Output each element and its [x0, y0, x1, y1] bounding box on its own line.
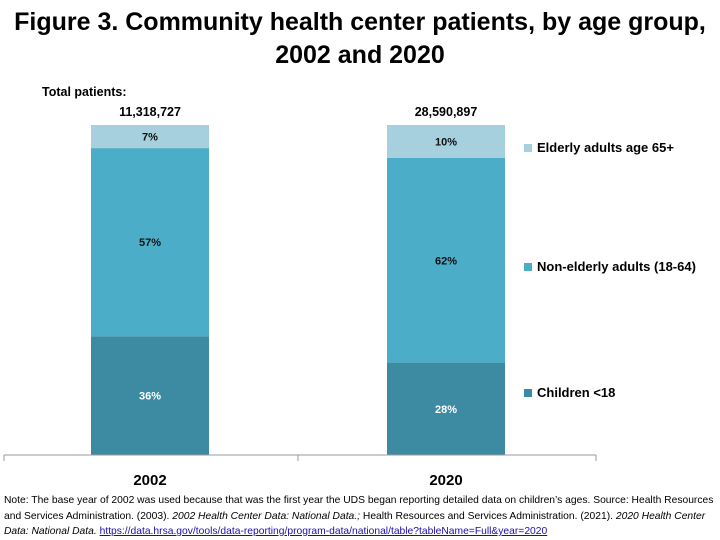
bar-segment-2020-children: [387, 362, 505, 455]
total-patients-value: 28,590,897: [415, 105, 478, 119]
chart-title-line2: 2002 and 2020: [275, 41, 445, 69]
data-label: 57%: [139, 237, 161, 249]
note-citation-2002: 2002 Health Center Data: National Data.;: [172, 510, 361, 522]
data-label: 7%: [142, 132, 158, 144]
chart-title: Figure 3. Community health center patien…: [0, 6, 720, 72]
legend-swatch: [524, 389, 532, 397]
legend-label: Elderly adults age 65+: [537, 140, 674, 155]
data-label: 62%: [435, 255, 457, 267]
total-patients-value: 11,318,727: [119, 105, 181, 119]
x-tick-label: 2020: [429, 472, 462, 489]
source-note: Note: The base year of 2002 was used bec…: [4, 493, 716, 540]
total-patients-label: Total patients:: [42, 85, 127, 99]
stacked-bar-chart: Total patients: 36% 57% 7% 11,318,727 2002 28…: [3, 85, 696, 489]
bar-segment-2020-non-elderly: [387, 158, 505, 363]
data-label: 10%: [435, 137, 457, 149]
legend-swatch: [524, 144, 532, 152]
source-link[interactable]: https://data.hrsa.gov/tools/data-reporti…: [99, 526, 548, 537]
bar-segment-2002-elderly: [91, 125, 209, 149]
bar-segment-2020-elderly: [387, 125, 505, 158]
chart-title-line1: Figure 3. Community health center patien…: [14, 8, 706, 36]
legend-label: Non-elderly adults (18-64): [537, 259, 696, 274]
x-tick-label: 2002: [133, 472, 166, 489]
bar-segment-2002-children: [91, 336, 209, 455]
plot-area: 36% 57% 7% 11,318,727 2002 28% 62% 10% 28,590,89…: [3, 105, 597, 489]
note-text: Note: The base year of 2002 was used bec…: [4, 495, 714, 522]
legend: Elderly adults age 65+ Non-elderly adults…: [524, 140, 696, 400]
legend-swatch: [524, 263, 532, 271]
note-citation-2020: 2020 Health Center Data: National Data.: [4, 510, 706, 538]
data-label: 28%: [435, 404, 457, 416]
legend-label: Children <18: [537, 385, 615, 400]
bar-segment-2002-non-elderly: [91, 148, 209, 337]
data-label: 36%: [139, 391, 161, 403]
note-text-2: Health Resources and Services Administra…: [360, 510, 616, 522]
